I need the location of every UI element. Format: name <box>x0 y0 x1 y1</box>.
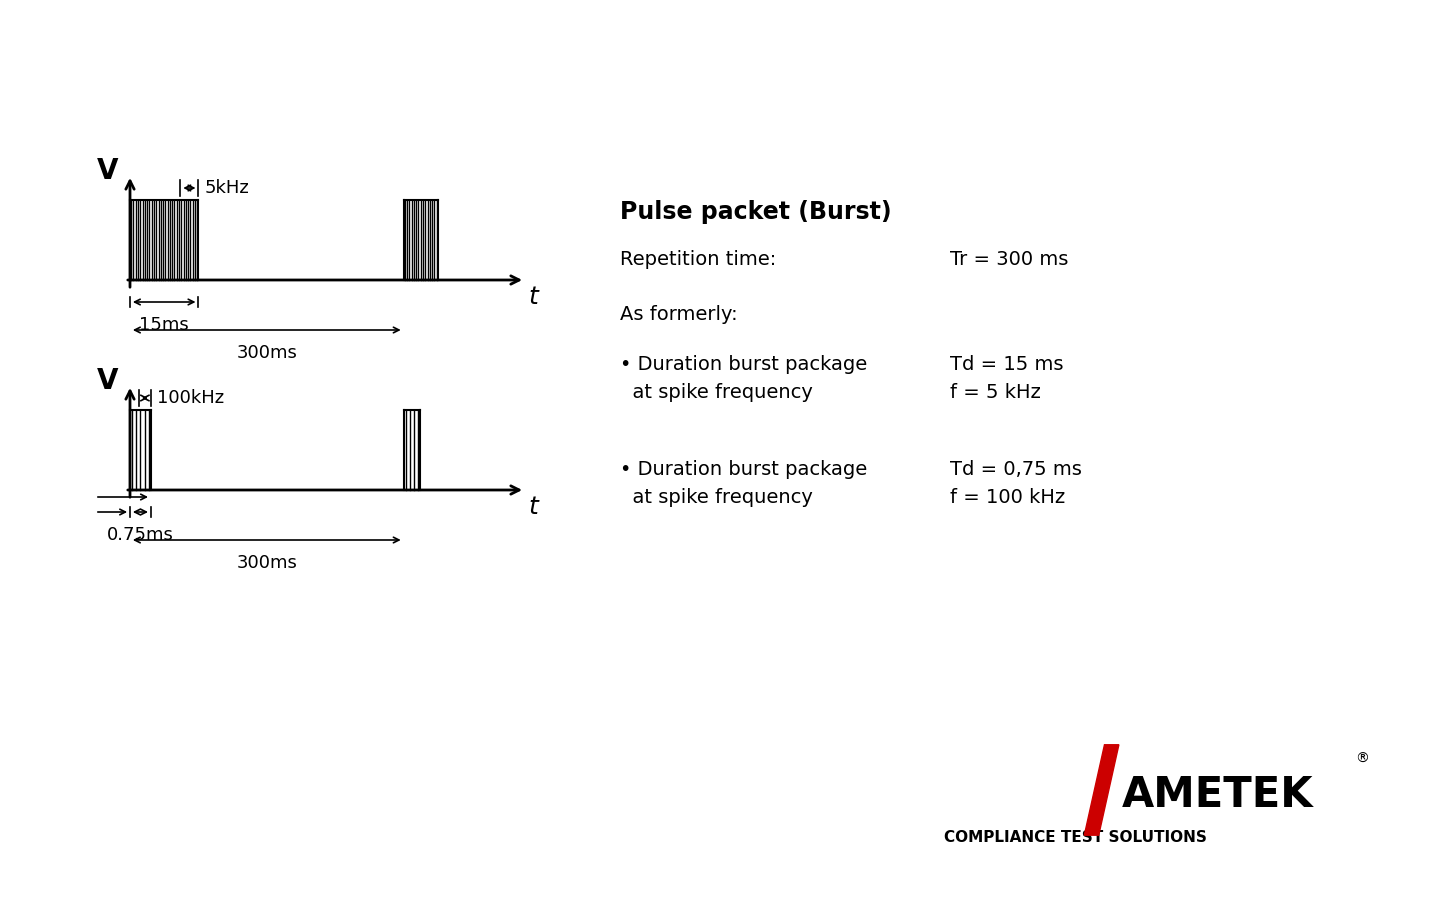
Text: • Duration burst package
  at spike frequency: • Duration burst package at spike freque… <box>621 460 867 507</box>
Text: Td = 0,75 ms
f = 100 kHz: Td = 0,75 ms f = 100 kHz <box>950 460 1081 507</box>
Text: Pulse packet (Burst): Pulse packet (Burst) <box>621 200 891 224</box>
Text: AMETEK: AMETEK <box>1122 774 1313 815</box>
Text: V: V <box>98 157 118 185</box>
Text: 15ms: 15ms <box>140 316 189 334</box>
Text: t: t <box>528 495 537 519</box>
Text: t: t <box>528 285 537 309</box>
Text: 5kHz: 5kHz <box>204 179 249 197</box>
Text: COMPLIANCE TEST SOLUTIONS: COMPLIANCE TEST SOLUTIONS <box>943 830 1207 845</box>
Text: • Duration burst package
  at spike frequency: • Duration burst package at spike freque… <box>621 355 867 402</box>
Text: 100kHz: 100kHz <box>157 389 225 407</box>
Text: ®: ® <box>1355 752 1369 766</box>
Text: 300ms: 300ms <box>236 344 297 362</box>
Text: Td = 15 ms
f = 5 kHz: Td = 15 ms f = 5 kHz <box>950 355 1064 402</box>
Text: 0.75ms: 0.75ms <box>107 526 174 544</box>
Text: As formerly:: As formerly: <box>621 305 737 324</box>
Text: Repetition time:: Repetition time: <box>621 250 776 269</box>
Text: 300ms: 300ms <box>236 554 297 572</box>
Text: V: V <box>98 367 118 395</box>
Text: Tr = 300 ms: Tr = 300 ms <box>950 250 1068 269</box>
Polygon shape <box>1084 745 1119 835</box>
